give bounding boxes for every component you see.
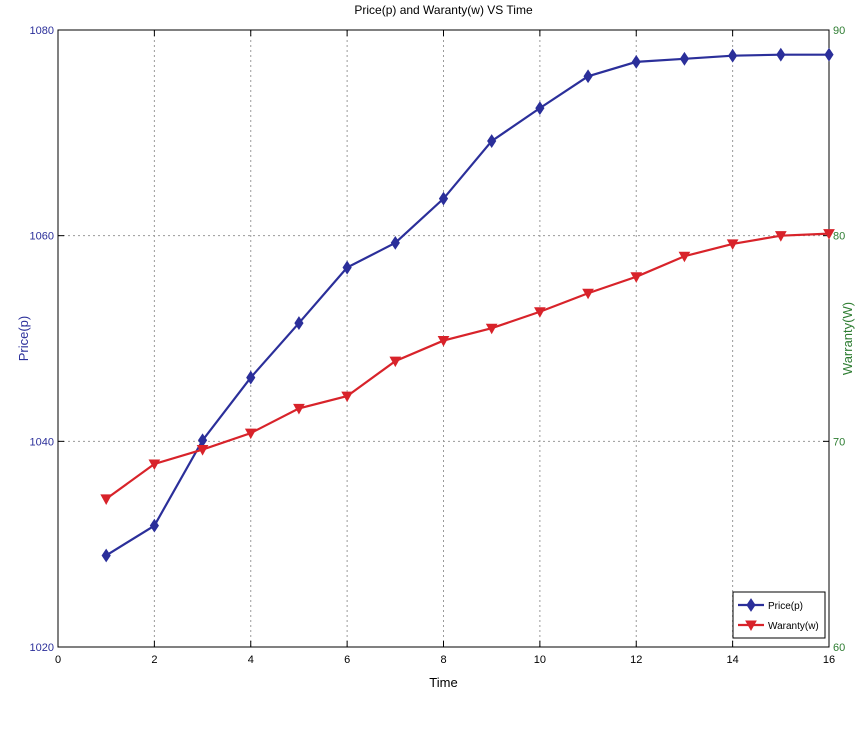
legend-label: Price(p): [768, 601, 803, 612]
series-line: [105, 53, 829, 557]
y-axis-label-left: Price(p): [16, 316, 31, 362]
data-point: [149, 518, 159, 533]
y-axis-right: 60 70 80 90: [823, 25, 845, 654]
y-axis-label-right: Warranty(W): [840, 302, 855, 375]
data-point: [438, 191, 449, 206]
series-warranty: [100, 229, 835, 505]
data-point: [101, 548, 111, 563]
data-point: [726, 239, 739, 250]
data-point: [390, 235, 400, 250]
data-point: [774, 231, 787, 242]
data-point: [437, 336, 450, 347]
x-tick-label: 12: [630, 654, 642, 666]
legend-marker: [745, 620, 757, 632]
data-point: [679, 51, 690, 66]
legend-marker: [746, 598, 756, 612]
y-tick-label-right: 90: [833, 25, 845, 37]
x-tick-label: 14: [727, 654, 739, 666]
data-point: [389, 356, 402, 368]
data-point: [583, 69, 593, 84]
x-tick-label: 2: [151, 654, 157, 666]
data-point: [631, 54, 641, 69]
y-tick-label-right: 60: [833, 642, 845, 654]
data-point: [341, 391, 353, 403]
series-line: [105, 232, 830, 500]
data-point: [244, 428, 257, 440]
legend-box: [732, 591, 826, 639]
data-point: [824, 47, 834, 62]
y-tick-label-left: 1020: [30, 642, 54, 654]
data-point: [534, 307, 546, 318]
x-tick-label: 8: [440, 654, 446, 666]
series-price: [101, 47, 834, 563]
x-axis: 0 2 4 6 8 10 12 14 16: [55, 30, 835, 666]
data-point: [678, 251, 691, 263]
data-point: [294, 316, 304, 330]
y-tick-label-left: 1040: [30, 436, 54, 448]
data-point: [728, 48, 738, 63]
legend-label: Waranty(w): [768, 621, 819, 632]
y-tick-label-left: 1060: [30, 231, 54, 243]
chart-title: Price(p) and Waranty(w) VS Time: [354, 3, 533, 17]
data-point: [100, 494, 113, 505]
data-point: [485, 323, 498, 335]
series-layer: [100, 47, 835, 563]
data-point: [823, 229, 835, 240]
y-tick-label-right: 80: [833, 231, 845, 243]
x-tick-label: 6: [344, 654, 350, 666]
y-tick-label-left: 1080: [30, 25, 54, 37]
y-axis-left: 1020 1040 1060 1080: [30, 25, 64, 654]
data-point: [582, 288, 594, 300]
x-tick-label: 4: [248, 654, 254, 666]
data-point: [535, 101, 545, 116]
data-point: [293, 403, 305, 415]
x-tick-label: 0: [55, 654, 61, 666]
data-point: [487, 134, 497, 148]
data-point: [148, 459, 161, 470]
x-tick-label: 16: [823, 654, 835, 666]
x-axis-label: Time: [429, 675, 457, 690]
x-tick-label: 10: [534, 654, 546, 666]
data-point: [776, 47, 786, 62]
grid: [58, 30, 829, 647]
data-point: [246, 370, 256, 385]
data-point: [342, 260, 352, 275]
legend: Price(p) Waranty(w): [732, 591, 826, 639]
y-tick-label-right: 70: [833, 436, 845, 448]
data-point: [196, 445, 209, 456]
data-point: [630, 272, 643, 283]
